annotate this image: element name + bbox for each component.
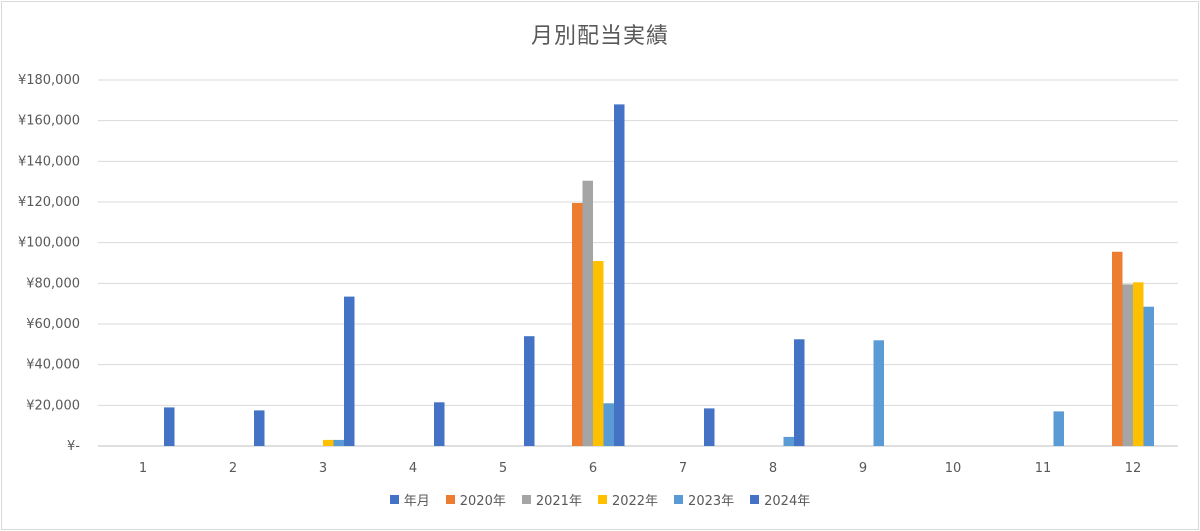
legend-label: 2023年 <box>688 494 735 509</box>
bar <box>593 261 604 446</box>
legend-swatch <box>597 495 607 504</box>
bar <box>603 403 614 446</box>
x-tick-label: 4 <box>409 461 417 476</box>
legend-label: 2021年 <box>535 494 582 509</box>
x-tick-label: 10 <box>945 461 962 476</box>
x-tick-label: 1 <box>139 461 147 476</box>
x-tick-label: 7 <box>679 461 687 476</box>
bar <box>1053 411 1064 446</box>
legend-swatch <box>521 495 531 504</box>
x-tick-label: 5 <box>499 461 507 476</box>
x-tick-label: 6 <box>589 461 597 476</box>
bar <box>704 408 715 446</box>
y-tick-label: ¥20,000 <box>26 398 80 413</box>
chart-legend: 年月 2020年 2021年 2022年 2023年 2024年 <box>0 490 1200 509</box>
bar <box>1143 306 1154 446</box>
bar <box>1133 282 1144 446</box>
legend-label: 2020年 <box>459 494 506 509</box>
bar <box>794 339 805 447</box>
bar <box>582 180 593 446</box>
legend-label: 2024年 <box>764 494 811 509</box>
legend-item: 年月 <box>389 490 430 509</box>
y-tick-label: ¥120,000 <box>18 195 80 210</box>
bar <box>1122 284 1133 446</box>
bar <box>614 104 625 447</box>
x-tick-label: 3 <box>319 461 327 476</box>
legend-swatch <box>750 495 760 504</box>
x-tick-label: 8 <box>769 461 777 476</box>
legend-item: 2023年 <box>674 490 734 509</box>
y-tick-label: ¥100,000 <box>18 236 80 251</box>
bar <box>1112 251 1123 446</box>
y-tick-label: ¥- <box>67 439 80 454</box>
legend-item: 2022年 <box>597 490 659 509</box>
legend-item: 2020年 <box>445 490 506 509</box>
legend-swatch <box>674 495 684 504</box>
y-tick-label: ¥180,000 <box>18 73 80 88</box>
legend-swatch <box>445 495 455 504</box>
bar <box>254 410 265 446</box>
bar <box>164 407 175 446</box>
bar <box>344 296 355 446</box>
bar <box>572 203 583 446</box>
bar <box>873 340 884 446</box>
legend-item: 2024年 <box>750 490 810 509</box>
bar <box>323 439 334 446</box>
x-tick-label: 2 <box>229 461 237 476</box>
y-tick-label: ¥160,000 <box>18 114 80 129</box>
legend-item: 2021年 <box>521 490 582 509</box>
y-tick-label: ¥60,000 <box>26 317 80 332</box>
legend-swatch <box>389 495 399 504</box>
x-tick-label: 11 <box>1035 461 1052 476</box>
bar <box>524 336 535 446</box>
y-tick-label: ¥80,000 <box>26 276 80 291</box>
y-tick-label: ¥140,000 <box>18 154 80 169</box>
bar <box>333 439 344 446</box>
bar <box>434 402 445 446</box>
y-tick-label: ¥40,000 <box>26 358 80 373</box>
chart-title: 月別配当実績 <box>530 24 669 49</box>
legend-label: 年月 <box>403 494 430 509</box>
bar <box>783 436 794 446</box>
legend-label: 2022年 <box>611 494 659 509</box>
x-tick-label: 12 <box>1125 461 1142 476</box>
x-tick-label: 9 <box>859 461 867 476</box>
